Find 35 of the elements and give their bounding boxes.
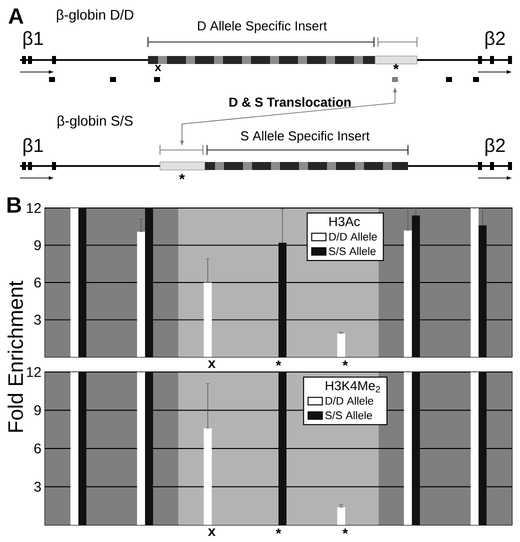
text: * [179,174,185,180]
legend-label: S/S Allele [325,411,372,420]
text: A [8,8,24,24]
legend-title: H3Ac [329,216,360,226]
legend-label: S/S Allele [328,247,376,256]
text: B [8,197,21,213]
text: * [393,64,399,70]
y-tick-label: 3 [34,482,41,492]
y-tick-label: 9 [34,240,41,250]
text: D & S Translocation [229,97,351,107]
y-axis-title: Fold Enrichment [8,280,24,432]
y-tick-label: 12 [26,203,41,213]
x-tick-label: * [342,528,348,534]
text: β2 [486,138,505,156]
text: β1 [24,138,43,156]
legend-label: D/D Allele [326,396,374,405]
x-tick-label: x [208,528,216,536]
legend-title: H3K4Me$_{2}$ [326,381,380,392]
text: β-globin D/D [56,9,134,23]
text: β1 [24,31,43,49]
y-tick-label: 6 [34,444,41,454]
text: S Allele Specific Insert [240,130,370,144]
x-tick-label: * [342,360,348,366]
text: β2 [486,31,505,49]
text: D Allele Specific Insert [198,20,327,34]
y-tick-label: 6 [34,278,41,288]
legend-label: D/D Allele [329,232,377,241]
x-tick-label: * [276,360,282,366]
y-tick-label: 3 [34,314,41,325]
text: β-globin S/S [58,115,133,129]
x-tick-label: x [208,360,216,368]
text: x [154,64,162,72]
y-tick-label: 9 [34,405,41,416]
x-tick-label: * [276,528,282,534]
y-tick-label: 12 [26,367,41,377]
